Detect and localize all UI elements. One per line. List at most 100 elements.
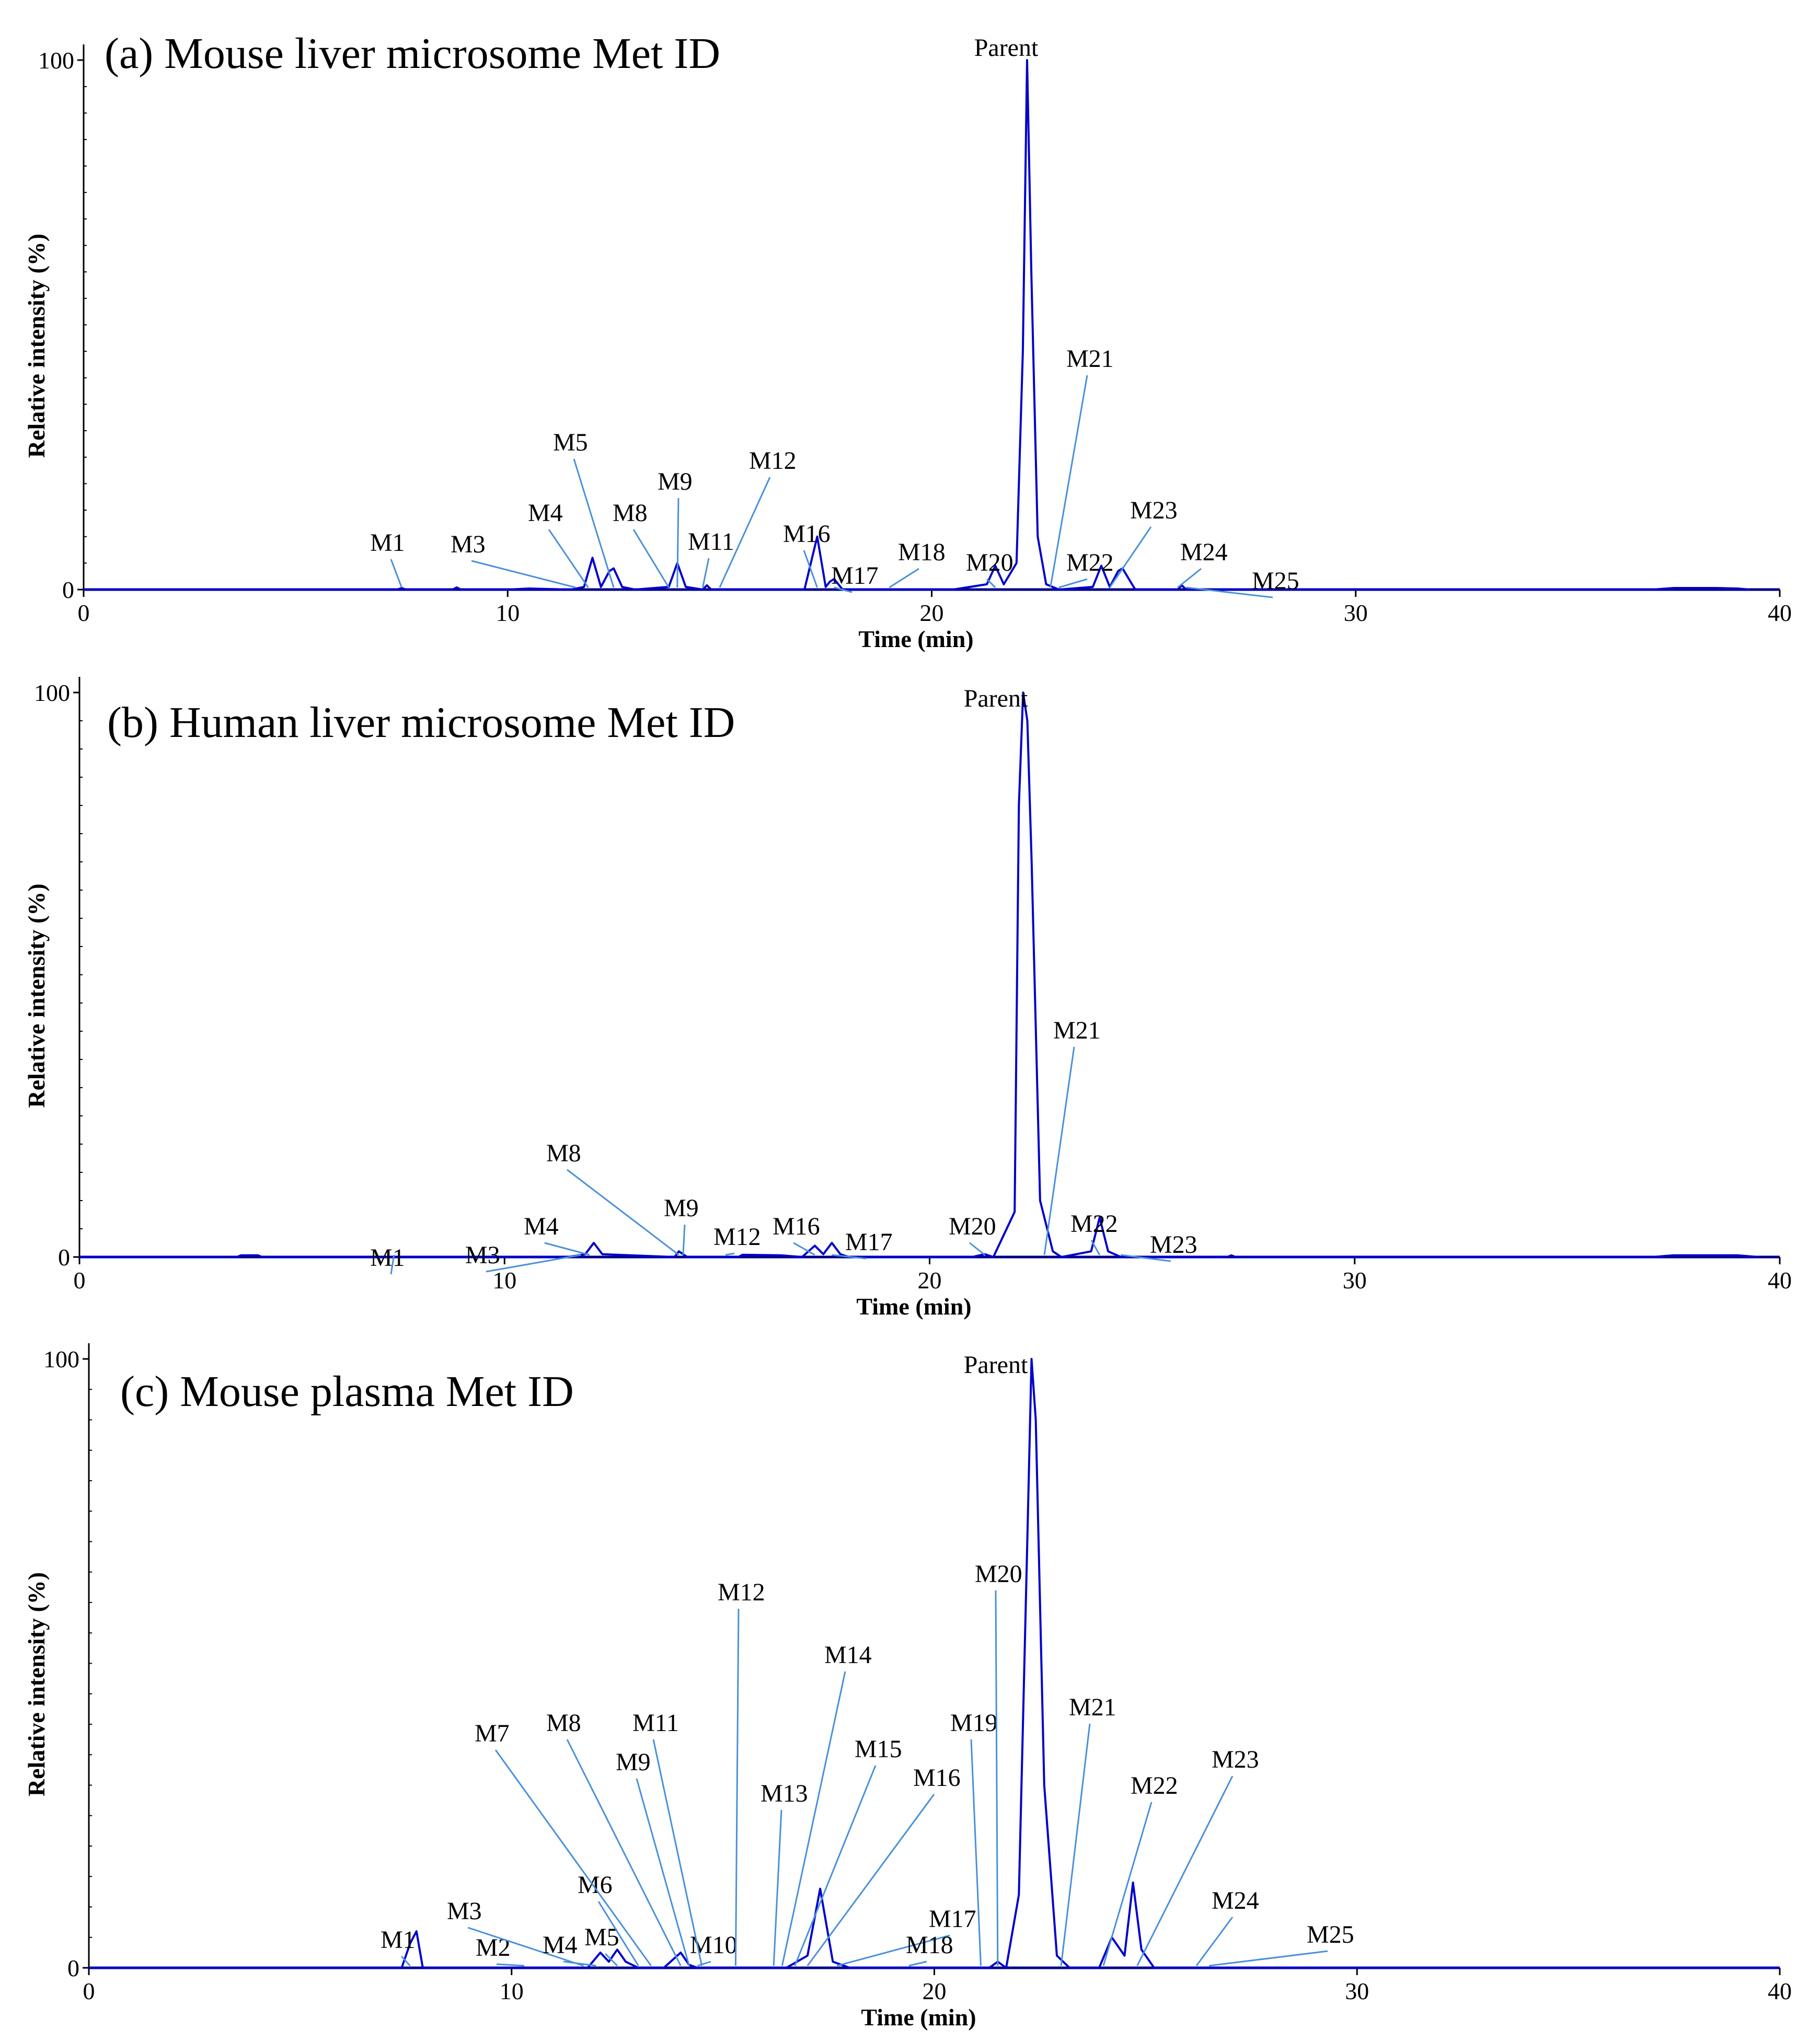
- peak-label-m1: M1: [370, 529, 405, 557]
- panel-title: (b) Human liver microsome Met ID: [107, 698, 735, 747]
- leader-line-m3: [486, 1254, 581, 1273]
- leader-line-m18: [889, 568, 919, 589]
- peak-label-m17: M17: [831, 562, 879, 590]
- x-tick-label: 10: [496, 599, 520, 626]
- peak-label-m9: M9: [664, 1194, 699, 1222]
- peak-label-m25: M25: [1307, 1921, 1354, 1948]
- leader-line-m16: [803, 550, 818, 588]
- peak-label-m23: M23: [1150, 1231, 1197, 1259]
- peak-label-m9: M9: [616, 1748, 651, 1776]
- leader-line-m4: [563, 1961, 596, 1967]
- peak-label-m22: M22: [1131, 1772, 1178, 1800]
- leader-line-m3: [467, 1927, 584, 1967]
- leader-line-m5: [573, 458, 615, 588]
- x-tick-label: 10: [492, 1267, 516, 1294]
- leader-line-m16: [793, 1242, 815, 1256]
- peak-label-m3: M3: [451, 531, 486, 558]
- peak-label-m16: M16: [773, 1213, 820, 1240]
- peak-label-m5: M5: [553, 429, 588, 456]
- leader-line-m8: [566, 1739, 682, 1966]
- leader-line-m21: [1043, 1046, 1075, 1255]
- leader-line-m9: [676, 498, 679, 588]
- leader-line-m21: [1050, 375, 1088, 588]
- peak-label-m15: M15: [855, 1735, 902, 1763]
- peak-label-m12: M12: [713, 1223, 761, 1251]
- leader-line-m17: [837, 1934, 950, 1967]
- x-tick-label: 40: [1768, 599, 1792, 626]
- panel-a: 0 10 20 30 40 0 100 Time (min) Relative intensit…: [23, 29, 1792, 652]
- leader-line-m20: [986, 578, 996, 589]
- peak-label-m4: M4: [524, 1213, 559, 1240]
- leader-line-m10: [697, 1961, 711, 1967]
- x-tick-label: 20: [918, 1267, 942, 1294]
- x-tick-label: 40: [1768, 1978, 1792, 2004]
- x-axis-title: Time (min): [861, 2004, 976, 2031]
- peak-label-m12: M12: [749, 447, 797, 475]
- leader-line-m15: [794, 1765, 877, 1966]
- x-axis-title: Time (min): [858, 626, 973, 652]
- peak-label-m21: M21: [1069, 1693, 1116, 1721]
- leader-line-m20: [969, 1242, 986, 1256]
- peak-label-m13: M13: [761, 1780, 808, 1807]
- peak-label-m2: M2: [476, 1934, 511, 1962]
- peak-label-m17: M17: [845, 1228, 893, 1256]
- leader-line-m24: [1177, 568, 1202, 589]
- leader-line-m3: [471, 560, 576, 589]
- leader-line-m8: [567, 1169, 679, 1256]
- leader-line-m25: [1186, 586, 1273, 598]
- leader-line-m17: [832, 1254, 867, 1260]
- leader-line-m1: [400, 1955, 411, 1967]
- leader-line-m7: [494, 1749, 652, 1966]
- peak-label-m4: M4: [543, 1931, 578, 1959]
- leader-line-m9: [636, 1778, 690, 1966]
- leader-line-m22: [1058, 578, 1088, 589]
- peak-label-m11: M11: [688, 528, 734, 556]
- peak-label-m16: M16: [913, 1764, 961, 1792]
- x-tick-label: 20: [920, 599, 944, 626]
- leader-line-m14: [781, 1671, 846, 1966]
- peak-label-m20: M20: [949, 1213, 996, 1240]
- peak-label-m20: M20: [966, 549, 1013, 576]
- peak-label-m7: M7: [475, 1720, 510, 1747]
- panel-title: (a) Mouse liver microsome Met ID: [105, 29, 720, 78]
- peak-label-m3: M3: [447, 1897, 482, 1925]
- leader-line-m12: [734, 1608, 740, 1966]
- leader-line-m4: [544, 1242, 590, 1256]
- x-tick-label: 30: [1343, 1267, 1367, 1294]
- peak-label-m25: M25: [1252, 567, 1299, 595]
- x-tick-label: 0: [74, 1267, 86, 1294]
- x-tick-label: 10: [500, 1978, 524, 2004]
- peak-label-m8: M8: [613, 499, 648, 527]
- peak-label-parent: Parent: [964, 685, 1028, 712]
- leader-line-m23: [1109, 526, 1152, 588]
- leader-line-m25: [1209, 1950, 1328, 1967]
- leader-line-m4: [548, 529, 589, 588]
- y-tick-label: 0: [62, 576, 74, 603]
- leader-line-m8: [632, 529, 670, 588]
- y-tick-label: 100: [34, 679, 70, 706]
- x-tick-label: 20: [923, 1978, 947, 2004]
- peak-label-m18: M18: [898, 538, 946, 566]
- peak-label-m14: M14: [824, 1641, 872, 1669]
- y-tick-label: 0: [58, 1244, 70, 1271]
- leader-line-m21: [1060, 1723, 1091, 1966]
- peak-label-m17: M17: [929, 1905, 976, 1933]
- x-axis-title: Time (min): [856, 1293, 971, 1320]
- y-axis-title: Relative intensity (%): [23, 1572, 50, 1796]
- peak-label-parent: Parent: [974, 34, 1039, 62]
- leader-line-m13: [773, 1809, 782, 1966]
- peak-label-m16: M16: [783, 520, 831, 548]
- peak-label-m23: M23: [1212, 1746, 1259, 1773]
- leader-line-m19: [970, 1739, 982, 1966]
- peak-label-m22: M22: [1070, 1210, 1118, 1238]
- peak-label-m24: M24: [1212, 1887, 1259, 1915]
- peak-label-m21: M21: [1053, 1017, 1101, 1044]
- peak-label-m12: M12: [718, 1578, 765, 1606]
- chromatogram-trace: [79, 691, 1759, 1258]
- peak-label-m19: M19: [950, 1709, 998, 1737]
- peak-label-m8: M8: [546, 1709, 581, 1737]
- y-axis-title: Relative intensity (%): [23, 234, 50, 458]
- leader-line-m23: [1121, 1254, 1171, 1262]
- x-tick-label: 30: [1345, 1978, 1369, 2004]
